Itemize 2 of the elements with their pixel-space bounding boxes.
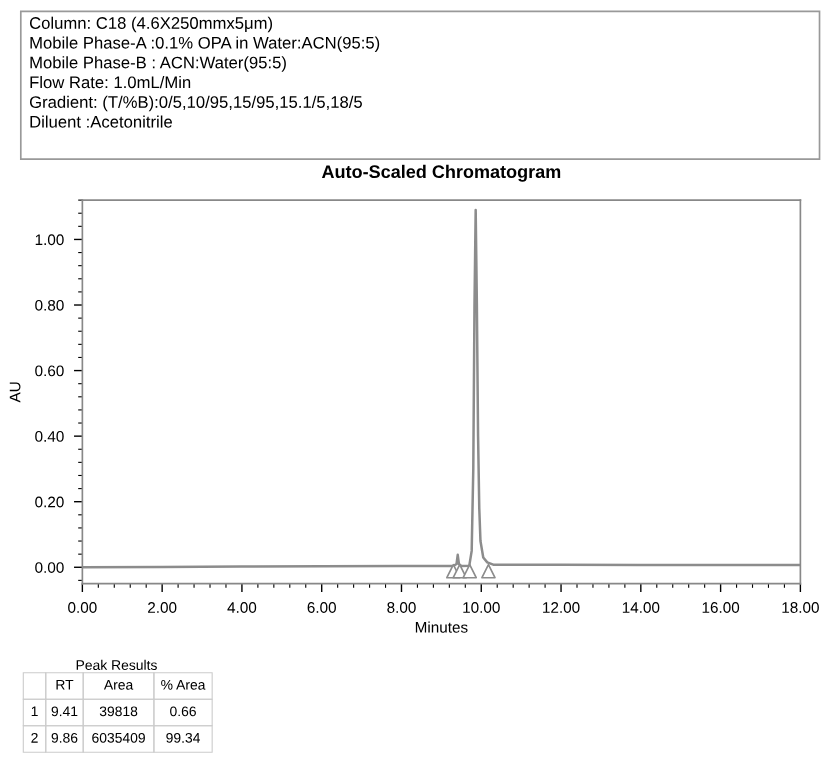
text: Column: C18 (4.6X250mmx5μm) Mobile Phase-A :0.1% OPA in Water:ACN(95:5) Mobile Phase-B : ACN:Water(95:5) Flow Rate: 1.0mL/Min Gradient: (T/%B):0/5,10/95,15/95,15.1/5,18/5 Diluent :Acetonitrile — [29, 16, 380, 128]
chart-title: Auto-Scaled Chromatogram — [321, 164, 561, 182]
